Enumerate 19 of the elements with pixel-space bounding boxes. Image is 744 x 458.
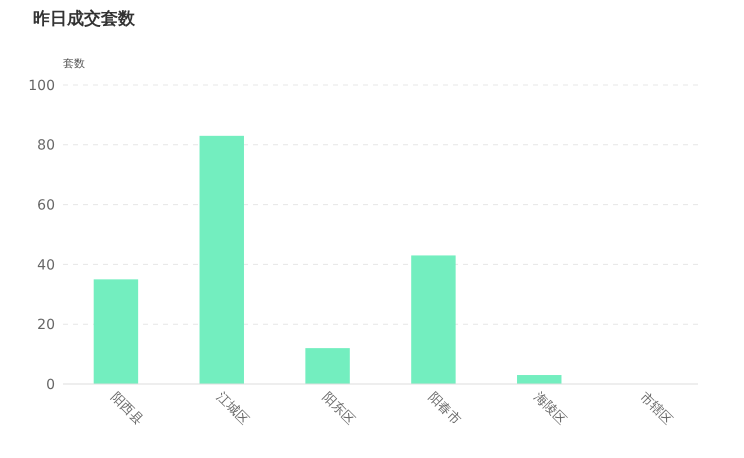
x-tick-label: 阳东区	[319, 390, 358, 428]
chart-title: 昨日成交套数	[33, 9, 136, 29]
bar	[200, 136, 244, 384]
y-tick-label: 80	[37, 138, 55, 154]
y-tick-label: 20	[37, 317, 55, 334]
x-tick-label: 阳春市	[425, 390, 464, 428]
y-axis-title: 套数	[63, 57, 85, 70]
bar	[94, 279, 138, 384]
y-tick-label: 100	[28, 78, 55, 94]
y-tick-label: 60	[37, 198, 55, 214]
x-tick-label: 江城区	[213, 390, 252, 428]
x-tick-label: 阳西县	[108, 390, 146, 428]
x-tick-label: 海陵区	[530, 390, 570, 428]
y-tick-label: 40	[37, 257, 55, 274]
bar	[517, 375, 562, 384]
bar	[305, 348, 350, 384]
y-tick-label: 0	[46, 376, 55, 393]
x-tick-label: 市辖区	[636, 390, 675, 428]
bar	[411, 255, 456, 384]
